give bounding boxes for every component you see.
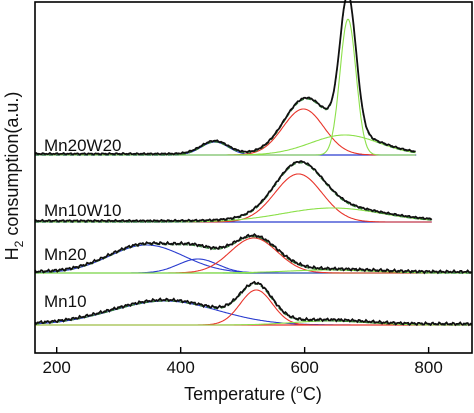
label-layer: Mn20W20 Mn10W10 Mn20 Mn10 200 400 600 800 (43, 136, 443, 377)
y-axis-title: H2 consumption(a.u.) (2, 92, 26, 261)
fit-peak-mn10-3 (35, 320, 472, 326)
measured-curve-mn10 (34, 280, 472, 327)
measured-curve-mn20w20 (34, 0, 416, 156)
sample-label-mn20w20: Mn20W20 (44, 136, 121, 155)
x-axis-title: Temperature (oC) (184, 382, 322, 404)
plot-area (34, 0, 473, 327)
sample-label-mn20: Mn20 (44, 245, 87, 264)
measured-curve-mn10w10 (34, 160, 433, 223)
fit-peak-mn20w20-3 (35, 18, 416, 156)
x-tick-label-400: 400 (166, 358, 194, 377)
fit-sum-mn20 (35, 236, 472, 274)
x-tick-label-600: 600 (290, 358, 318, 377)
measured-curve-mn20 (34, 233, 473, 275)
fit-sum-mn10 (34, 283, 472, 326)
fit-sum-mn20w20 (35, 0, 416, 156)
plot-frame (34, 1, 473, 354)
x-tick-label-200: 200 (43, 358, 71, 377)
fit-peak-mn10-2 (35, 289, 472, 326)
fit-peak-mn20-3 (35, 237, 472, 274)
sample-label-mn10w10: Mn10W10 (44, 201, 121, 220)
fit-peak-mn10-1 (34, 300, 472, 326)
x-tick-label-800: 800 (414, 358, 442, 377)
sample-label-mn10: Mn10 (44, 292, 87, 311)
